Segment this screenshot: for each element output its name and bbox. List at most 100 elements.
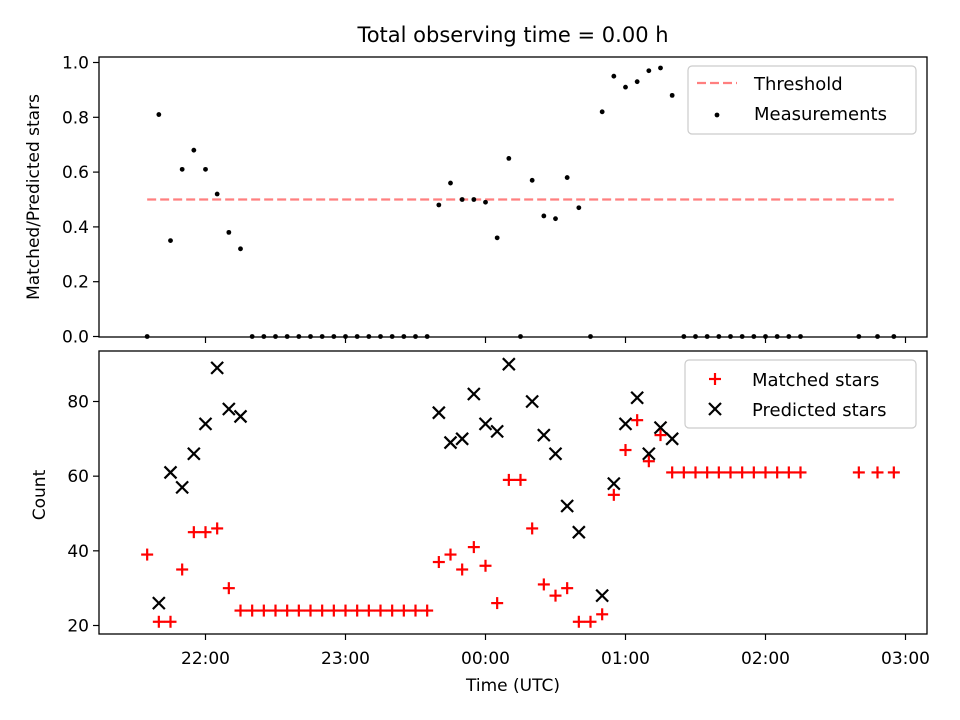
matched-star-point	[607, 488, 620, 501]
matched-star-point	[222, 582, 235, 595]
matched-star-point	[269, 604, 282, 617]
predicted-star-point	[490, 424, 504, 439]
matched-star-point	[759, 466, 772, 479]
measurement-point	[564, 175, 570, 180]
top-chart-title: Total observing time = 0.00 h	[356, 23, 668, 47]
predicted-star-point	[432, 405, 446, 420]
top-legend: Threshold Measurements	[687, 65, 917, 135]
predicted-star-point	[210, 361, 224, 375]
matched-star-point	[747, 466, 760, 479]
matched-star-point	[421, 604, 434, 617]
measurement-point	[623, 84, 628, 90]
matched-star-point	[234, 604, 247, 617]
matched-star-point	[852, 466, 865, 479]
matched-star-point	[771, 466, 784, 479]
measurement-point	[506, 156, 512, 161]
matched-star-point	[701, 466, 714, 479]
matched-star-point	[677, 466, 690, 479]
matched-star-point	[164, 615, 177, 628]
legend-matched-label: Matched stars	[752, 370, 879, 391]
measurement-point	[529, 177, 535, 183]
matched-star-point	[596, 608, 609, 621]
predicted-star-point	[163, 465, 178, 480]
top-y-axis-label: Matched/Predicted stars	[24, 94, 44, 300]
predicted-star-point	[607, 476, 621, 491]
predicted-star-point	[560, 499, 574, 513]
matched-star-point	[176, 563, 189, 576]
matched-star-point	[887, 466, 900, 479]
measurement-point	[634, 79, 640, 85]
matched-star-point	[187, 526, 200, 539]
measurement-point	[156, 112, 162, 117]
matched-star-point	[304, 604, 317, 617]
measurement-point	[214, 191, 220, 197]
bottom-legend: Matched stars Predicted stars	[684, 359, 917, 429]
matched-star-point	[491, 597, 504, 610]
bottom-x-tick-label: 01:00	[601, 649, 650, 669]
matched-star-point	[654, 429, 667, 442]
matched-star-point	[257, 604, 270, 617]
matched-star-point	[549, 589, 562, 602]
measurement-point	[553, 216, 558, 222]
predicted-star-point	[152, 596, 166, 610]
matched-star-point	[666, 466, 679, 479]
legend-measurements-swatch	[714, 112, 720, 118]
measurement-point	[203, 166, 208, 172]
matched-star-point	[292, 604, 305, 617]
matched-star-point	[246, 604, 259, 617]
measurement-point	[599, 109, 605, 115]
predicted-star-point	[595, 588, 609, 603]
measurement-point	[541, 213, 547, 219]
matched-star-point	[374, 604, 387, 617]
predicted-star-point	[467, 387, 481, 401]
measurement-point	[226, 229, 232, 235]
matched-star-point	[561, 582, 574, 595]
predicted-star-point	[548, 446, 563, 461]
legend-matched-swatch	[709, 373, 721, 385]
measurement-point	[448, 180, 453, 186]
top-plot-frame	[98, 56, 928, 338]
predicted-star-point	[537, 428, 551, 442]
matched-star-point	[432, 556, 445, 569]
matched-star-point	[409, 604, 422, 617]
matched-star-point	[642, 455, 655, 468]
predicted-star-point	[502, 357, 516, 371]
matched-star-point	[871, 466, 884, 479]
matched-star-point	[736, 466, 749, 479]
bottom-legend-box	[684, 359, 917, 429]
matched-star-point	[572, 615, 585, 628]
matched-star-point	[339, 604, 352, 617]
bottom-y-tick-label: 40	[67, 542, 89, 562]
predicted-star-point	[455, 432, 469, 446]
bottom-panel: Count Time (UTC) 20 40 60 80 22:00 23:00 00:00…	[30, 350, 930, 696]
bottom-y-axis-label: Count	[30, 469, 50, 520]
star-count-points	[141, 357, 900, 628]
bottom-x-tick-label: 22:00	[181, 649, 230, 669]
matched-star-point	[502, 473, 515, 486]
matched-star-point	[467, 541, 480, 554]
top-y-tick-label: 0.8	[62, 108, 89, 128]
matched-star-point	[456, 563, 469, 576]
matched-star-point	[724, 466, 737, 479]
matched-star-point	[386, 604, 399, 617]
matched-star-point	[316, 604, 329, 617]
bottom-plot-frame	[98, 350, 928, 635]
measurement-point	[669, 92, 675, 98]
top-y-tick-label: 0.2	[62, 273, 89, 293]
measurement-point	[459, 197, 465, 202]
matched-star-point	[351, 604, 364, 617]
predicted-star-point	[222, 402, 236, 416]
top-y-tick-label: 1.0	[62, 54, 89, 74]
bottom-y-tick-label: 20	[67, 617, 89, 637]
matched-star-point	[537, 578, 550, 591]
matched-star-point	[199, 526, 212, 539]
measurement-point	[436, 202, 442, 208]
matched-star-point	[514, 473, 527, 486]
top-panel: Total observing time = 0.00 h Matched/Pr…	[24, 23, 928, 348]
predicted-star-point	[665, 432, 679, 446]
matched-star-point	[479, 559, 492, 572]
measurement-point	[658, 65, 663, 71]
measurement-point	[611, 73, 617, 79]
matched-star-point	[211, 522, 224, 535]
